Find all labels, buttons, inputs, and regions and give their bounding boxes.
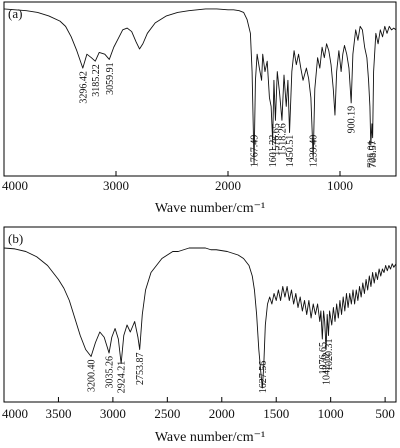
peak-label: 3200.40: [87, 360, 98, 393]
ir-panel-a: (a) 4000 3000 2000 1000 Wave number/cm⁻¹ 3296.…: [2, 1, 397, 216]
peak-label: 1767.49: [250, 135, 261, 168]
peak-label: 1076.65: [318, 342, 329, 375]
peak-label: 1601.22: [268, 135, 279, 168]
peak-label: 708.57: [368, 140, 379, 168]
peak-label: 3296.42: [78, 71, 89, 104]
x-tick-label: 1500: [263, 406, 289, 421]
x-tick-label: 1000: [327, 178, 353, 193]
plot-frame: [3, 226, 397, 403]
peak-label: 1239.40: [309, 135, 320, 168]
peak-label: 1020.31: [324, 339, 335, 372]
peak-label: 3035.26: [105, 356, 116, 389]
panel-label: (a): [8, 6, 22, 21]
peak-label: 1518.26: [278, 123, 289, 156]
x-tick-label: 3000: [100, 406, 126, 421]
plot-frame: [3, 1, 397, 177]
x-tick-label: 2000: [209, 406, 235, 421]
peak-label: 1450.51: [285, 135, 296, 168]
x-tick-label: 4000: [2, 406, 28, 421]
peak-label: 1576.65: [271, 123, 282, 156]
peak-label: 900.19: [347, 106, 358, 133]
x-tick-label: 3500: [45, 406, 71, 421]
peak-label: 725.01: [366, 140, 377, 168]
ir-panel-b: (b) 4000 3500 3000 2500 2000 1500 1000 500 Wave n…: [2, 226, 397, 445]
spectrum-line: [3, 247, 397, 389]
spectrum-line: [3, 8, 397, 165]
x-tick-label: 1000: [318, 406, 344, 421]
peak-label: 3185.22: [91, 64, 102, 97]
peak-label: 2753.87: [135, 353, 146, 386]
peak-label: 1042.12: [322, 353, 333, 386]
x-axis-label: Wave number/cm⁻¹: [155, 201, 265, 216]
x-tick-label: 500: [375, 406, 395, 421]
peak-label: 3059.91: [105, 62, 116, 95]
peak-label: 1627.56: [258, 361, 269, 394]
x-tick-label: 4000: [2, 178, 28, 193]
x-tick-label: 3000: [103, 178, 129, 193]
x-tick-label: 2500: [154, 406, 180, 421]
peak-label: 2924.21: [117, 361, 128, 394]
panel-label: (b): [8, 231, 23, 246]
x-tick-label: 2000: [215, 178, 241, 193]
x-axis-label: Wave number/cm⁻¹: [155, 430, 265, 445]
